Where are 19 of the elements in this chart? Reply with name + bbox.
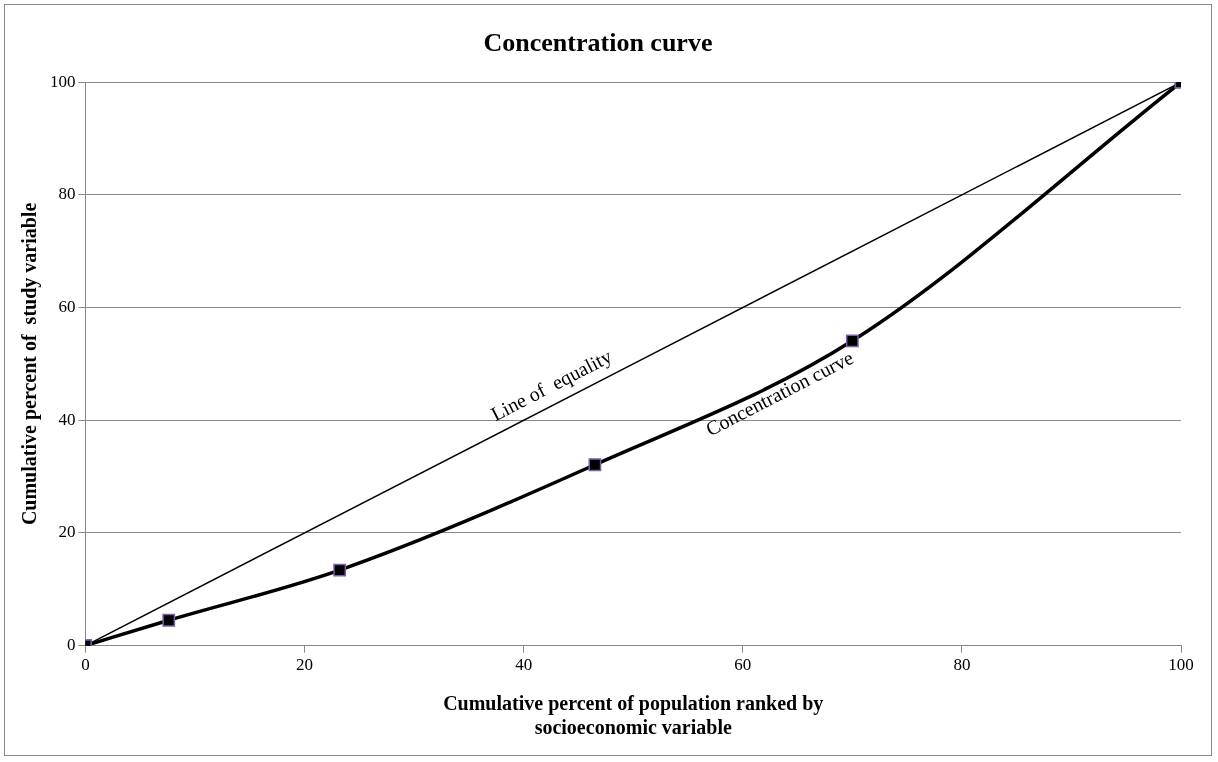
point xyxy=(588,458,602,472)
y-tick-label: 80 xyxy=(58,184,76,204)
x-tick-label: 40 xyxy=(515,655,533,675)
chart-title: Concentration curve xyxy=(483,28,713,58)
x-tick-label: 0 xyxy=(81,655,90,675)
x-tick-label: 60 xyxy=(734,655,752,675)
x-tick-label: 100 xyxy=(1168,655,1194,675)
point xyxy=(845,334,859,348)
y-tick-label: 100 xyxy=(50,71,76,91)
x-axis-title: Cumulative percent of population ranked by socioeconomic variable xyxy=(443,692,824,739)
y-tick-label: 20 xyxy=(58,522,76,542)
point xyxy=(162,613,176,627)
x-tick-label: 20 xyxy=(296,655,314,675)
y-axis-title: Cumulative percent of study variable xyxy=(18,202,42,526)
x-tick-label: 80 xyxy=(953,655,971,675)
y-tick-label: 0 xyxy=(67,635,76,655)
point xyxy=(333,563,347,577)
y-tick-label: 60 xyxy=(58,297,76,317)
y-tick-label: 40 xyxy=(58,409,76,429)
